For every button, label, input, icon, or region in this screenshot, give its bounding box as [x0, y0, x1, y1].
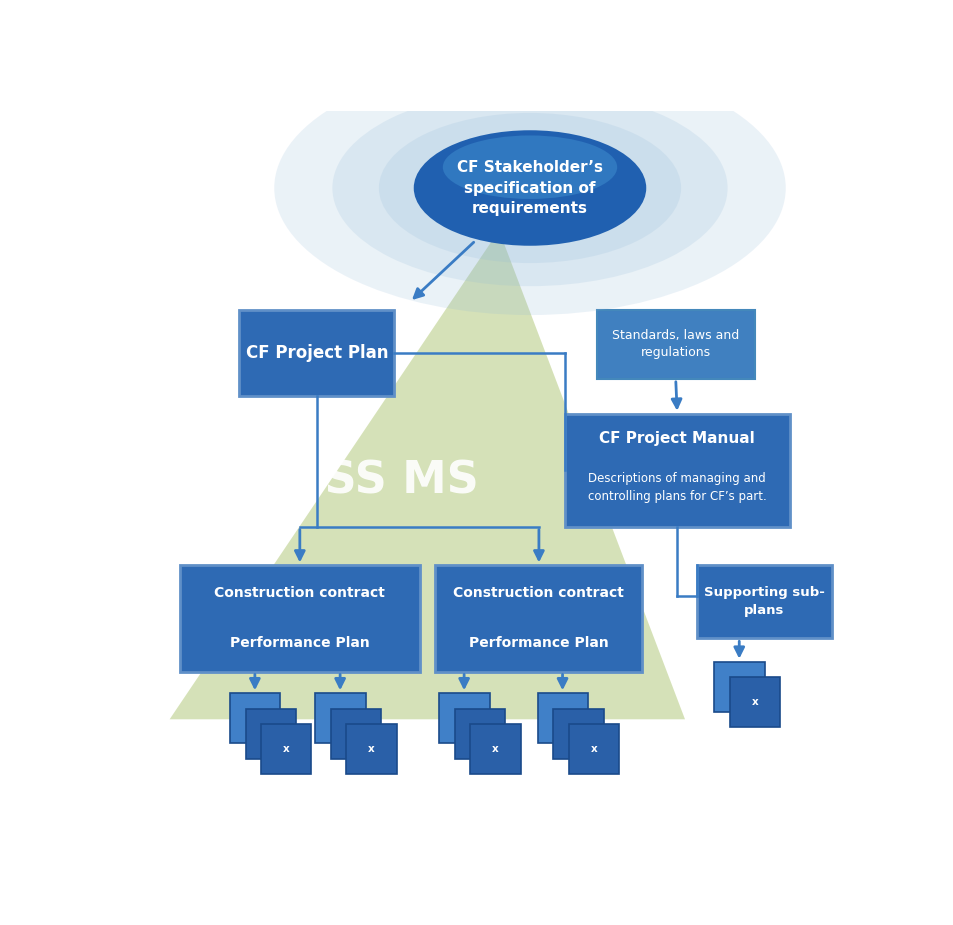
- FancyBboxPatch shape: [261, 724, 311, 774]
- Text: x: x: [267, 729, 274, 738]
- Text: x: x: [336, 713, 343, 723]
- Text: x: x: [476, 729, 483, 738]
- FancyBboxPatch shape: [331, 709, 381, 758]
- FancyBboxPatch shape: [439, 693, 489, 743]
- Text: x: x: [283, 744, 290, 754]
- Text: Standards, laws and
regulations: Standards, laws and regulations: [612, 329, 739, 359]
- FancyBboxPatch shape: [346, 724, 396, 774]
- Text: x: x: [353, 729, 359, 738]
- FancyBboxPatch shape: [435, 565, 641, 672]
- Text: x: x: [590, 744, 597, 754]
- Text: x: x: [252, 713, 258, 723]
- Text: ESS MS: ESS MS: [294, 459, 478, 502]
- FancyBboxPatch shape: [239, 310, 394, 396]
- Text: CF Project Manual: CF Project Manual: [598, 431, 755, 446]
- Text: x: x: [559, 713, 566, 723]
- Text: x: x: [368, 744, 375, 754]
- Text: CF Project Plan: CF Project Plan: [245, 344, 388, 362]
- Text: Construction contract

Performance Plan: Construction contract Performance Plan: [453, 586, 623, 650]
- Ellipse shape: [332, 90, 727, 286]
- FancyBboxPatch shape: [596, 310, 754, 379]
- Ellipse shape: [274, 61, 785, 315]
- Text: Construction contract

Performance Plan: Construction contract Performance Plan: [214, 586, 385, 650]
- FancyBboxPatch shape: [568, 724, 618, 774]
- Ellipse shape: [442, 135, 617, 199]
- FancyBboxPatch shape: [179, 565, 419, 672]
- FancyBboxPatch shape: [245, 709, 295, 758]
- Ellipse shape: [414, 130, 645, 246]
- FancyBboxPatch shape: [729, 677, 780, 727]
- FancyBboxPatch shape: [315, 693, 365, 743]
- Text: CF Stakeholder’s
specification of
requirements: CF Stakeholder’s specification of requir…: [456, 159, 602, 216]
- FancyBboxPatch shape: [714, 661, 764, 711]
- FancyBboxPatch shape: [230, 693, 280, 743]
- FancyBboxPatch shape: [564, 413, 789, 527]
- FancyBboxPatch shape: [553, 709, 603, 758]
- Text: x: x: [575, 729, 581, 738]
- Text: x: x: [460, 713, 467, 723]
- Ellipse shape: [378, 113, 680, 263]
- FancyBboxPatch shape: [696, 565, 831, 638]
- Text: x: x: [751, 697, 758, 707]
- FancyBboxPatch shape: [455, 709, 505, 758]
- Polygon shape: [170, 230, 684, 720]
- Text: x: x: [492, 744, 498, 754]
- FancyBboxPatch shape: [470, 724, 520, 774]
- Text: Supporting sub-
plans: Supporting sub- plans: [703, 586, 824, 617]
- FancyBboxPatch shape: [537, 693, 587, 743]
- Text: Descriptions of managing and
controlling plans for CF’s part.: Descriptions of managing and controlling…: [587, 472, 766, 502]
- Text: x: x: [736, 682, 742, 692]
